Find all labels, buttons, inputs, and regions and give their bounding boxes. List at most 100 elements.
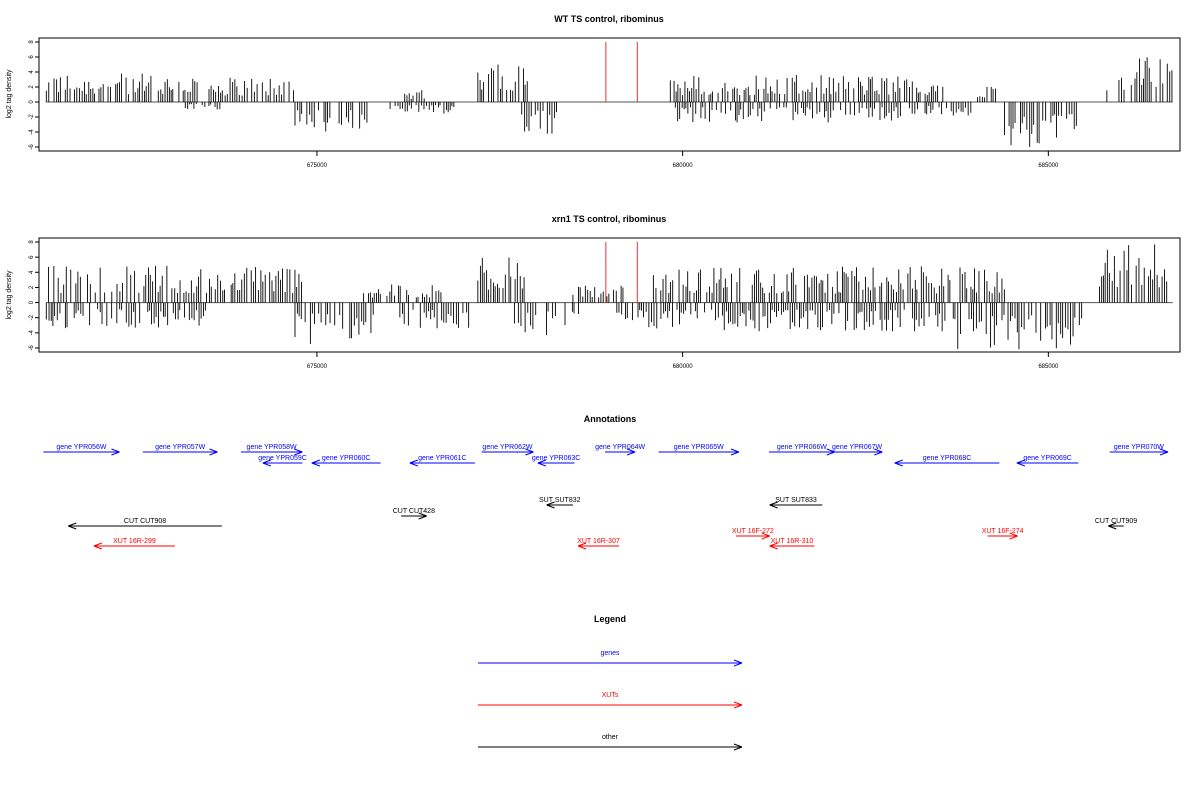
arrow-head xyxy=(733,701,743,706)
arrow-head xyxy=(93,542,103,547)
arrow-head xyxy=(769,545,778,550)
annotation-feature: CUT CUT428 xyxy=(393,508,435,520)
legend-entry: genes xyxy=(478,650,743,667)
annotation-feature: XUT 16R-307 xyxy=(577,538,620,550)
feature-label: gene YPR061C xyxy=(418,455,467,462)
feature-label: gene YPR070W xyxy=(1114,444,1164,451)
arrow-head xyxy=(769,542,778,547)
arrow-head xyxy=(761,532,770,537)
y-tick-label: -2 xyxy=(29,314,35,320)
y-tick-label: 6 xyxy=(29,255,35,259)
annotation-feature: XUT 16R-299 xyxy=(93,538,176,550)
annotation-feature: gene YPR056W xyxy=(43,444,120,456)
arrow-head xyxy=(733,746,743,751)
xrn1-bars xyxy=(45,242,1173,350)
feature-label: CUT CUT909 xyxy=(1095,518,1137,525)
y-tick-label: 4 xyxy=(29,270,35,274)
xrn1-y-axis-label: log2 tag density xyxy=(6,270,13,320)
y-tick-label: -4 xyxy=(29,330,35,336)
arrow-head xyxy=(537,462,546,467)
arrow-head xyxy=(111,448,120,453)
arrow-head xyxy=(874,451,883,456)
feature-label: gene YPR059C xyxy=(258,455,307,462)
annotation-feature: gene YPR070W xyxy=(1109,444,1169,456)
xrn1-plot-frame xyxy=(38,237,1181,353)
feature-label: gene YPR068C xyxy=(923,455,972,462)
annotation-feature: gene YPR059C xyxy=(258,455,307,467)
y-tick-label: 6 xyxy=(29,55,35,59)
xrn1-x-ticks: 675000 680000 685000 xyxy=(307,352,1059,370)
arrow-head xyxy=(68,522,77,527)
x-tick-label: 680000 xyxy=(673,163,694,169)
arrow-head xyxy=(733,662,743,667)
legend-label: genes xyxy=(600,650,620,657)
arrow-head xyxy=(525,451,534,456)
x-tick-label: 680000 xyxy=(673,364,694,370)
feature-label: SUT SUT832 xyxy=(539,497,581,504)
arrow-head xyxy=(111,451,120,456)
annotation-feature: SUT SUT833 xyxy=(769,497,823,509)
feature-label: gene YPR056W xyxy=(56,444,106,451)
y-tick-label: 0 xyxy=(29,300,35,304)
arrow-head xyxy=(546,501,555,506)
legend-entry: other xyxy=(478,734,743,751)
xrn1-panel-title: xrn1 TS control, ribominus xyxy=(552,214,667,224)
arrow-head xyxy=(418,515,427,520)
y-tick-label: -6 xyxy=(29,345,35,351)
arrow-head xyxy=(1009,532,1018,537)
xrn1-density-panel: xrn1 TS control, ribominus log2 tag dens… xyxy=(6,214,1181,370)
feature-label: gene YPR069C xyxy=(1023,455,1072,462)
arrow-head xyxy=(68,525,77,530)
arrow-head xyxy=(525,448,534,453)
wt-panel-title: WT TS control, ribominus xyxy=(554,14,664,24)
arrow-head xyxy=(733,743,743,748)
arrow-head xyxy=(1108,522,1117,527)
arrow-head xyxy=(209,451,218,456)
legend-label: XUTs xyxy=(602,692,619,699)
y-tick-label: -4 xyxy=(29,129,35,135)
arrow-head xyxy=(311,459,320,464)
arrow-head xyxy=(769,501,778,506)
arrow-head xyxy=(1108,525,1117,530)
feature-label: gene YPR063C xyxy=(532,455,581,462)
feature-label: gene YPR060C xyxy=(322,455,371,462)
annotations-title: Annotations xyxy=(584,414,637,424)
arrow-head xyxy=(311,462,320,467)
wt-y-axis-label: log2 tag density xyxy=(6,69,13,119)
x-tick-label: 685000 xyxy=(1038,364,1059,370)
feature-label: gene YPR064W xyxy=(595,444,645,451)
legend-panel: Legend genes XUTs other xyxy=(478,614,743,751)
arrow-head xyxy=(1016,462,1026,467)
arrow-head xyxy=(262,462,271,467)
annotation-feature: XUT 16R-310 xyxy=(769,538,815,550)
annotation-feature: gene YPR060C xyxy=(311,455,381,467)
x-tick-label: 685000 xyxy=(1038,163,1059,169)
arrow-head xyxy=(409,459,419,464)
arrow-head xyxy=(418,512,427,517)
feature-label: gene YPR058W xyxy=(247,444,297,451)
arrow-head xyxy=(294,448,303,453)
arrow-head xyxy=(537,459,546,464)
arrow-head xyxy=(93,545,103,550)
feature-label: CUT CUT428 xyxy=(393,508,435,515)
y-tick-label: 2 xyxy=(29,285,35,289)
feature-label: XUT 16F-274 xyxy=(982,528,1024,535)
annotation-feature: gene YPR069C xyxy=(1016,455,1079,467)
xrn1-y-ticks: -6 -4 -2 0 2 4 6 8 xyxy=(29,240,39,351)
annotation-feature: gene YPR058W xyxy=(240,444,303,456)
feature-label: gene YPR066W xyxy=(777,444,827,451)
annotation-feature: CUT CUT908 xyxy=(68,518,222,530)
y-tick-label: -2 xyxy=(29,114,35,120)
annotation-feature: gene YPR057W xyxy=(142,444,218,456)
y-tick-label: 0 xyxy=(29,100,35,104)
feature-label: XUT 16R-310 xyxy=(771,538,814,545)
wt-plot-frame xyxy=(38,37,1181,152)
arrow-head xyxy=(626,451,636,456)
legend-label: other xyxy=(602,734,619,741)
arrow-head xyxy=(1016,459,1026,464)
annotation-feature: XUT 16F-272 xyxy=(732,528,774,540)
arrow-head xyxy=(730,451,740,456)
feature-label: gene YPR057W xyxy=(155,444,205,451)
y-tick-label: 8 xyxy=(29,40,35,44)
